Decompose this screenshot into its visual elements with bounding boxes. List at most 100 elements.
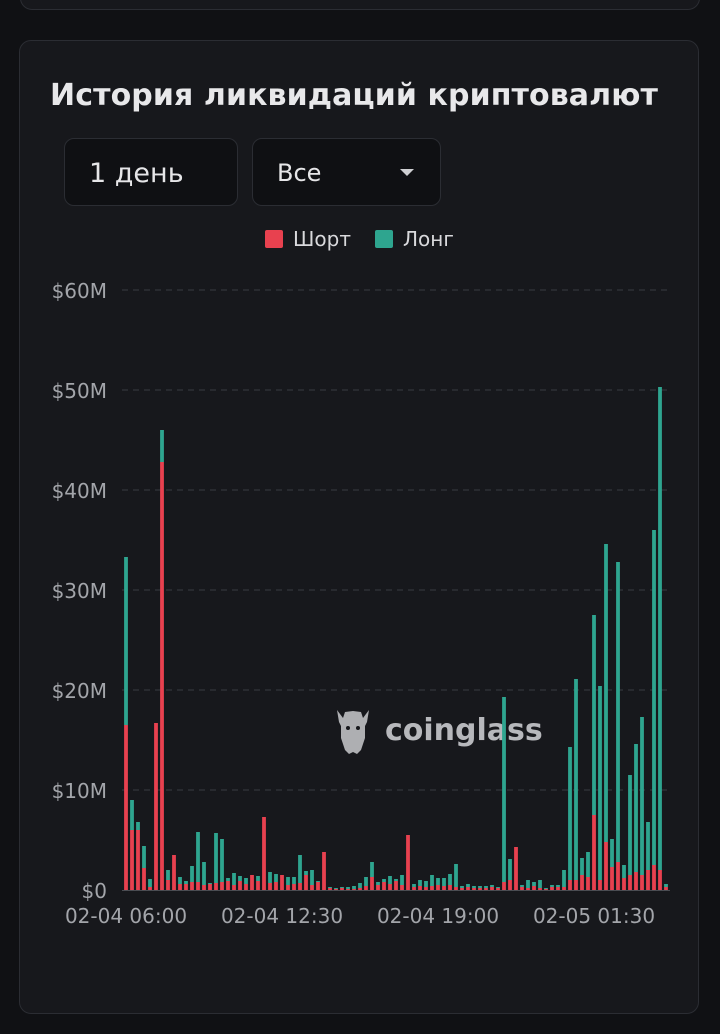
bar-short[interactable] [592,815,596,890]
bar-short[interactable] [388,884,392,890]
bar-short[interactable] [556,887,560,890]
bar-short[interactable] [646,870,650,890]
bar-short[interactable] [196,882,200,890]
bar-long[interactable] [472,886,476,888]
bar-short[interactable] [460,888,464,890]
bar-short[interactable] [448,885,452,890]
bar-short[interactable] [586,877,590,890]
bar-long[interactable] [574,679,578,880]
bar-long[interactable] [370,862,374,877]
bar-short[interactable] [340,888,344,890]
bar-long[interactable] [418,880,422,886]
bar-short[interactable] [604,842,608,890]
bar-long[interactable] [622,865,626,878]
bar-long[interactable] [640,717,644,875]
bar-long[interactable] [646,822,650,870]
bar-long[interactable] [256,876,260,881]
bar-long[interactable] [244,878,248,884]
bar-long[interactable] [148,879,152,887]
bar-short[interactable] [502,882,506,890]
bar-long[interactable] [460,886,464,888]
bar-short[interactable] [256,881,260,890]
bar-long[interactable] [658,387,662,870]
bar-long[interactable] [436,878,440,885]
bar-long[interactable] [274,874,278,882]
bar-short[interactable] [364,886,368,890]
bar-short[interactable] [190,882,194,890]
coin-filter-dropdown[interactable]: Все [252,138,441,206]
bar-short[interactable] [280,875,284,890]
bar-short[interactable] [544,889,548,890]
bar-short[interactable] [298,883,302,890]
bar-short[interactable] [172,855,176,890]
bar-long[interactable] [316,881,320,882]
bar-short[interactable] [532,886,536,890]
bar-long[interactable] [430,875,434,886]
bar-short[interactable] [220,882,224,890]
bar-short[interactable] [214,883,218,890]
bar-long[interactable] [550,885,554,887]
bar-short[interactable] [418,886,422,890]
bar-short[interactable] [346,889,350,890]
bar-short[interactable] [352,889,356,890]
bar-short[interactable] [622,878,626,890]
bar-short[interactable] [424,887,428,890]
bar-long[interactable] [496,887,500,888]
bar-long[interactable] [190,866,194,882]
bar-long[interactable] [364,877,368,886]
bar-long[interactable] [556,885,560,887]
bar-short[interactable] [580,875,584,890]
bar-long[interactable] [586,852,590,877]
bar-short[interactable] [238,881,242,890]
bar-short[interactable] [310,885,314,890]
bar-short[interactable] [184,884,188,890]
bar-long[interactable] [136,822,140,830]
bar-short[interactable] [616,862,620,890]
bar-short[interactable] [166,880,170,890]
bar-long[interactable] [580,858,584,875]
bar-long[interactable] [538,880,542,888]
bar-short[interactable] [628,875,632,890]
bar-long[interactable] [610,839,614,867]
bar-long[interactable] [520,885,524,887]
bar-short[interactable] [322,852,326,890]
bar-short[interactable] [508,880,512,890]
bar-long[interactable] [310,870,314,885]
bar-short[interactable] [490,887,494,890]
bar-long[interactable] [598,686,602,880]
bar-short[interactable] [466,887,470,890]
bar-short[interactable] [634,872,638,890]
bar-short[interactable] [136,830,140,890]
bar-long[interactable] [232,873,236,885]
bar-long[interactable] [490,885,494,887]
bar-short[interactable] [664,887,668,890]
bar-short[interactable] [262,817,266,890]
bar-long[interactable] [352,886,356,889]
bar-short[interactable] [370,877,374,890]
bar-long[interactable] [238,876,242,881]
bar-short[interactable] [496,888,500,890]
bar-long[interactable] [634,744,638,872]
bar-short[interactable] [382,882,386,890]
bar-short[interactable] [598,880,602,890]
bar-short[interactable] [130,830,134,890]
bar-short[interactable] [454,887,458,890]
bar-long[interactable] [358,883,362,888]
bar-short[interactable] [328,888,332,890]
bar-short[interactable] [430,886,434,890]
bar-short[interactable] [574,880,578,890]
bar-long[interactable] [466,884,470,887]
bar-long[interactable] [124,557,128,725]
bar-long[interactable] [292,877,296,884]
bar-long[interactable] [568,747,572,880]
bar-long[interactable] [454,864,458,887]
bar-short[interactable] [406,835,410,890]
bar-short[interactable] [514,847,518,890]
bar-short[interactable] [142,868,146,890]
bar-long[interactable] [214,833,218,883]
bar-long[interactable] [484,886,488,888]
bar-short[interactable] [376,885,380,890]
bar-long[interactable] [268,872,272,883]
bar-long[interactable] [382,879,386,882]
bar-long[interactable] [328,887,332,888]
